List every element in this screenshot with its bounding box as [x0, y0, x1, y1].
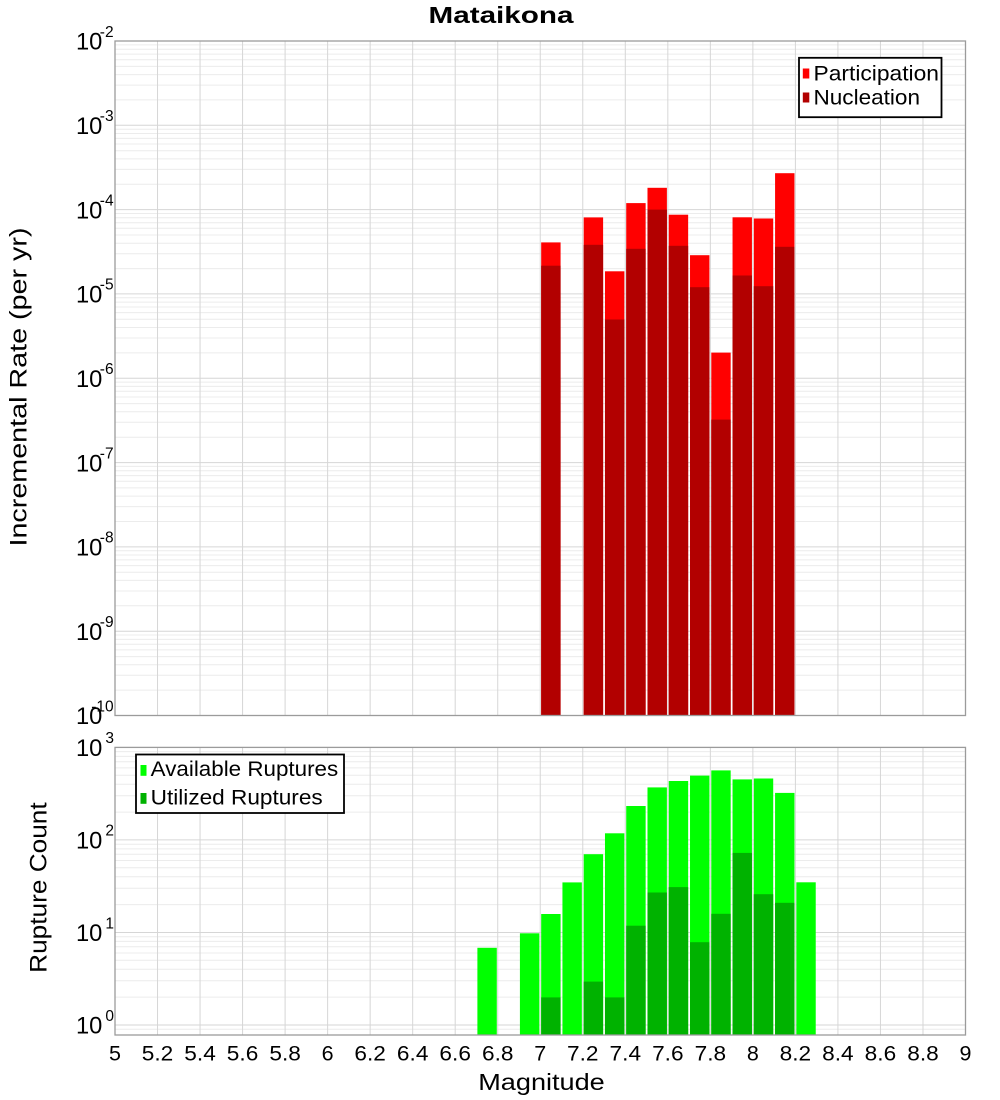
- svg-text:10: 10: [76, 198, 102, 224]
- svg-text:-5: -5: [100, 277, 114, 294]
- svg-text:6.6: 6.6: [439, 1042, 471, 1066]
- svg-text:8.6: 8.6: [865, 1042, 897, 1066]
- svg-text:5.2: 5.2: [142, 1042, 174, 1066]
- svg-text:10: 10: [76, 620, 102, 646]
- svg-text:6.2: 6.2: [354, 1042, 386, 1066]
- svg-text:Rupture Count: Rupture Count: [25, 802, 52, 973]
- svg-text:-6: -6: [100, 361, 114, 378]
- svg-text:10: 10: [76, 536, 102, 562]
- svg-text:10: 10: [76, 283, 102, 309]
- svg-text:8: 8: [747, 1042, 759, 1066]
- svg-text:1: 1: [105, 915, 114, 932]
- svg-text:0: 0: [105, 1008, 114, 1025]
- svg-text:5.4: 5.4: [184, 1042, 216, 1066]
- svg-text:Magnitude: Magnitude: [478, 1069, 605, 1095]
- svg-text:10: 10: [76, 30, 102, 56]
- svg-text:10: 10: [76, 736, 102, 762]
- svg-text:7.4: 7.4: [610, 1042, 642, 1066]
- svg-text:8.8: 8.8: [907, 1042, 939, 1066]
- svg-text:2: 2: [105, 823, 114, 840]
- svg-text:3: 3: [105, 730, 114, 747]
- svg-text:Mataikona: Mataikona: [429, 2, 575, 28]
- svg-text:10: 10: [76, 921, 102, 947]
- svg-text:Incremental Rate (per yr): Incremental Rate (per yr): [5, 228, 32, 547]
- svg-text:5.8: 5.8: [269, 1042, 301, 1066]
- svg-text:-7: -7: [100, 445, 114, 462]
- svg-text:10: 10: [76, 451, 102, 477]
- svg-text:7.8: 7.8: [695, 1042, 727, 1066]
- svg-text:7.2: 7.2: [567, 1042, 599, 1066]
- svg-text:10: 10: [76, 1014, 102, 1040]
- svg-text:Participation: Participation: [814, 62, 940, 86]
- svg-text:-9: -9: [100, 614, 114, 631]
- svg-text:6: 6: [322, 1042, 334, 1066]
- svg-text:7: 7: [534, 1042, 546, 1066]
- svg-text:-10: -10: [91, 698, 114, 715]
- svg-text:8.2: 8.2: [780, 1042, 812, 1066]
- svg-text:-2: -2: [100, 24, 114, 41]
- svg-text:10: 10: [76, 704, 102, 730]
- svg-text:Available Ruptures: Available Ruptures: [151, 757, 338, 781]
- svg-text:Utilized Ruptures: Utilized Ruptures: [151, 785, 323, 809]
- svg-text:-3: -3: [100, 108, 114, 125]
- svg-text:6.8: 6.8: [482, 1042, 514, 1066]
- svg-text:Nucleation: Nucleation: [814, 86, 921, 110]
- svg-text:10: 10: [76, 829, 102, 855]
- svg-text:-4: -4: [100, 192, 114, 209]
- svg-text:-8: -8: [100, 530, 114, 547]
- svg-text:9: 9: [960, 1042, 972, 1066]
- svg-text:10: 10: [76, 367, 102, 393]
- svg-text:5.6: 5.6: [227, 1042, 259, 1066]
- svg-text:10: 10: [76, 114, 102, 140]
- svg-text:8.4: 8.4: [822, 1042, 854, 1066]
- svg-text:5: 5: [109, 1042, 121, 1066]
- svg-text:6.4: 6.4: [397, 1042, 429, 1066]
- svg-text:7.6: 7.6: [652, 1042, 684, 1066]
